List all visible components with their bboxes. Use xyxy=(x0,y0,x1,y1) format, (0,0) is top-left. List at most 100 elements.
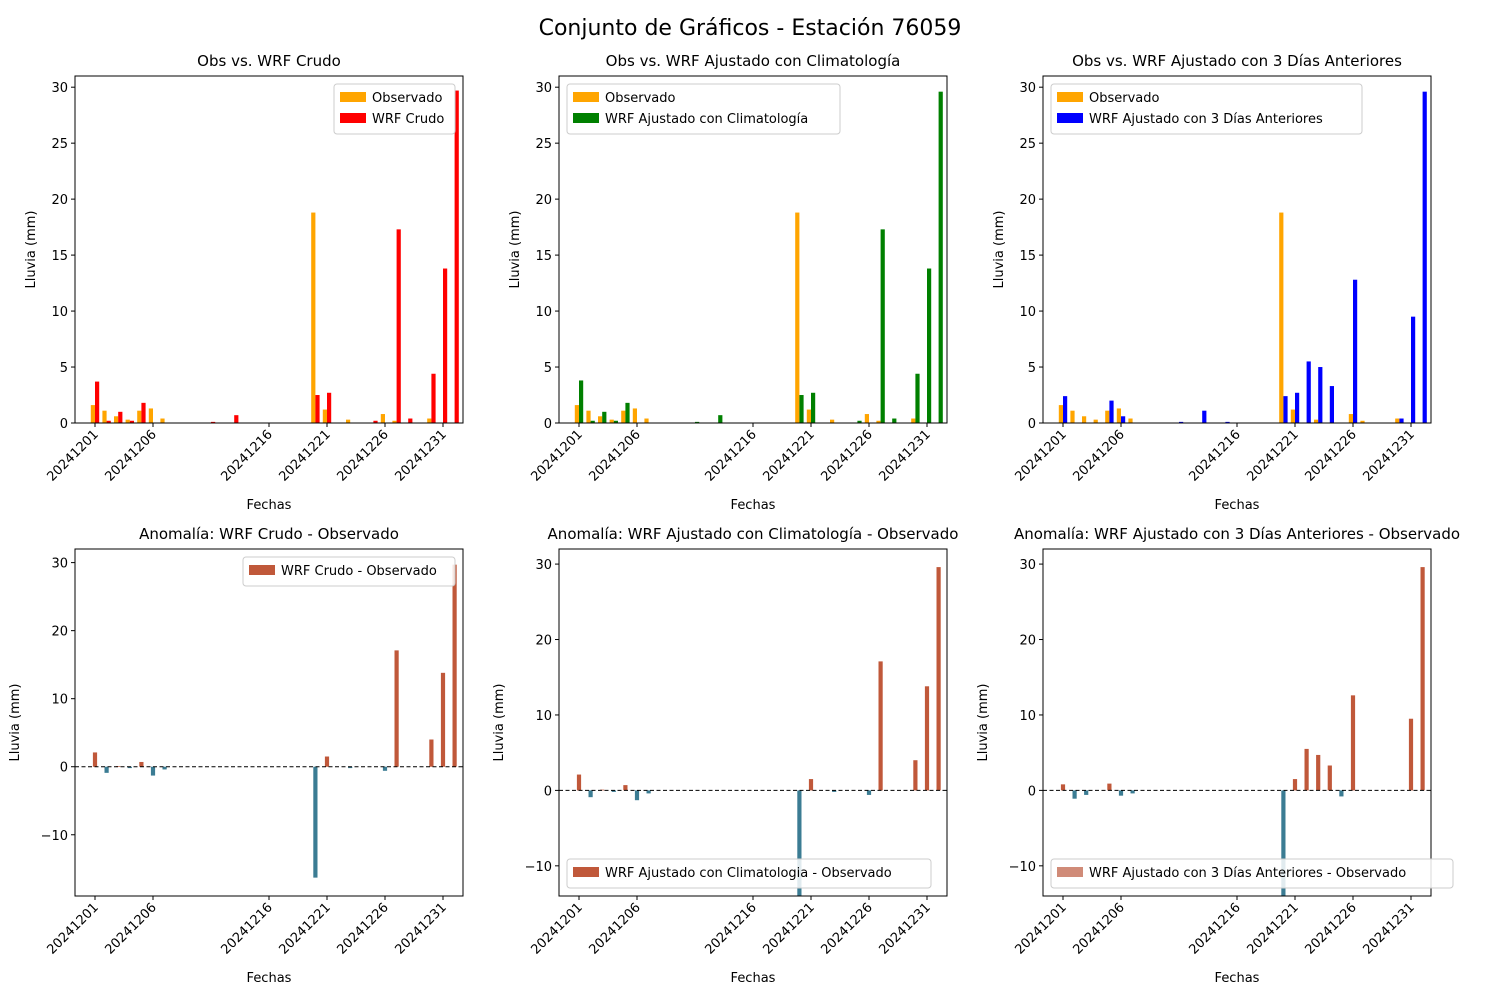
x-axis-label: Fechas xyxy=(731,971,776,986)
y-tick-label: 10 xyxy=(535,709,552,724)
subplot-title: Anomalía: WRF Ajustado con 3 Días Anteri… xyxy=(1014,525,1460,543)
x-axis-label: Fechas xyxy=(1215,971,1260,986)
y-tick-label: 20 xyxy=(535,193,552,208)
bar xyxy=(1360,420,1365,423)
bar xyxy=(1058,405,1063,423)
x-tick-label: 20241221 xyxy=(760,427,817,484)
bar xyxy=(1279,212,1284,423)
bar xyxy=(806,409,811,423)
y-tick-label: 20 xyxy=(1019,634,1036,649)
bar xyxy=(125,419,130,423)
bar xyxy=(90,405,95,423)
bar xyxy=(695,421,700,423)
bar xyxy=(1399,418,1404,423)
legend: Observado WRF Crudo xyxy=(333,83,456,135)
bar xyxy=(938,91,943,423)
bar xyxy=(95,381,100,423)
bar xyxy=(1350,695,1356,791)
bar xyxy=(876,420,881,423)
bar xyxy=(586,410,591,423)
bar xyxy=(92,752,98,767)
bar xyxy=(311,212,316,423)
figure-title: Conjunto de Gráficos - Estación 76059 xyxy=(538,16,962,41)
x-tick-label: 20241201 xyxy=(1012,900,1069,957)
bar xyxy=(443,268,448,423)
bar xyxy=(234,415,239,423)
subplot-title: Anomalía: WRF Ajustado con Climatología … xyxy=(548,525,959,543)
y-tick-label: 30 xyxy=(1019,81,1036,96)
bar xyxy=(598,416,603,423)
bar xyxy=(1348,414,1353,423)
y-tick-label: 0 xyxy=(60,761,68,776)
legend-box xyxy=(1050,83,1363,135)
x-tick-label: 20241221 xyxy=(1244,427,1301,484)
bar xyxy=(936,567,941,791)
y-tick-label: 5 xyxy=(60,361,68,376)
x-tick-label: 20241201 xyxy=(44,900,101,957)
bar xyxy=(429,739,434,767)
legend-entry: WRF Crudo xyxy=(372,112,444,127)
bar xyxy=(1130,790,1135,794)
y-tick-label: 0 xyxy=(1028,417,1036,432)
bar xyxy=(1327,765,1332,791)
bar xyxy=(160,418,165,423)
bar xyxy=(162,766,167,770)
bar xyxy=(104,766,109,773)
bar xyxy=(346,419,351,423)
bar xyxy=(625,402,630,423)
legend-box xyxy=(566,83,841,135)
legend: Observado WRF Ajustado con 3 Días Anterio… xyxy=(1050,83,1363,135)
subplot-title: Anomalía: WRF Crudo - Observado xyxy=(139,525,399,543)
bar xyxy=(106,420,111,423)
x-axis-label: Fechas xyxy=(247,971,292,986)
axes-frame xyxy=(1042,548,1432,897)
bar xyxy=(392,420,397,423)
y-axis-label: Lluvia (mm) xyxy=(8,684,23,762)
legend-box xyxy=(566,858,932,889)
x-tick-label: 20241206 xyxy=(586,900,643,957)
x-tick-label: 20241201 xyxy=(528,900,585,957)
bar xyxy=(114,416,119,423)
y-tick-label: 15 xyxy=(51,249,68,264)
bar xyxy=(1353,279,1358,423)
bar xyxy=(611,790,616,792)
y-tick-label: 5 xyxy=(1028,361,1036,376)
plot-area xyxy=(92,564,457,878)
x-tick-label: 20241226 xyxy=(818,900,875,957)
bar xyxy=(574,405,579,423)
y-tick-label: 10 xyxy=(1019,709,1036,724)
bar xyxy=(911,418,916,423)
bar xyxy=(632,408,637,423)
bar xyxy=(1082,416,1087,423)
legend: WRF Ajustado con 3 Días Anteriores - Obs… xyxy=(1050,858,1454,889)
bar xyxy=(1295,392,1300,423)
legend-swatch xyxy=(340,113,366,123)
x-tick-label: 20241221 xyxy=(1244,900,1301,957)
y-tick-label: 30 xyxy=(535,81,552,96)
bar xyxy=(1121,416,1126,423)
bar xyxy=(1225,421,1230,423)
subplot-3: Obs vs. WRF Ajustado con 3 Días Anterior… xyxy=(992,52,1432,513)
bar xyxy=(576,774,582,791)
bar xyxy=(141,402,146,423)
bar xyxy=(832,790,837,792)
legend: WRF Ajustado con Climatologia - Observad… xyxy=(566,858,932,889)
bar xyxy=(590,420,595,423)
x-tick-label: 20241216 xyxy=(1186,900,1243,957)
y-tick-label: 0 xyxy=(60,417,68,432)
bar xyxy=(139,761,144,767)
x-tick-label: 20241201 xyxy=(1012,427,1069,484)
bar xyxy=(1408,718,1414,791)
x-tick-label: 20241221 xyxy=(276,900,333,957)
bar xyxy=(866,790,872,795)
subplot-4: Anomalía: WRF Crudo - Observado −10 0 10 20 3… xyxy=(8,525,464,986)
bar xyxy=(373,420,378,423)
y-tick-label: 30 xyxy=(51,81,68,96)
bar xyxy=(880,229,885,423)
bar xyxy=(1292,779,1298,791)
bar xyxy=(600,789,605,791)
x-tick-label: 20241216 xyxy=(702,900,759,957)
bar xyxy=(427,418,432,423)
bar xyxy=(1339,790,1344,797)
